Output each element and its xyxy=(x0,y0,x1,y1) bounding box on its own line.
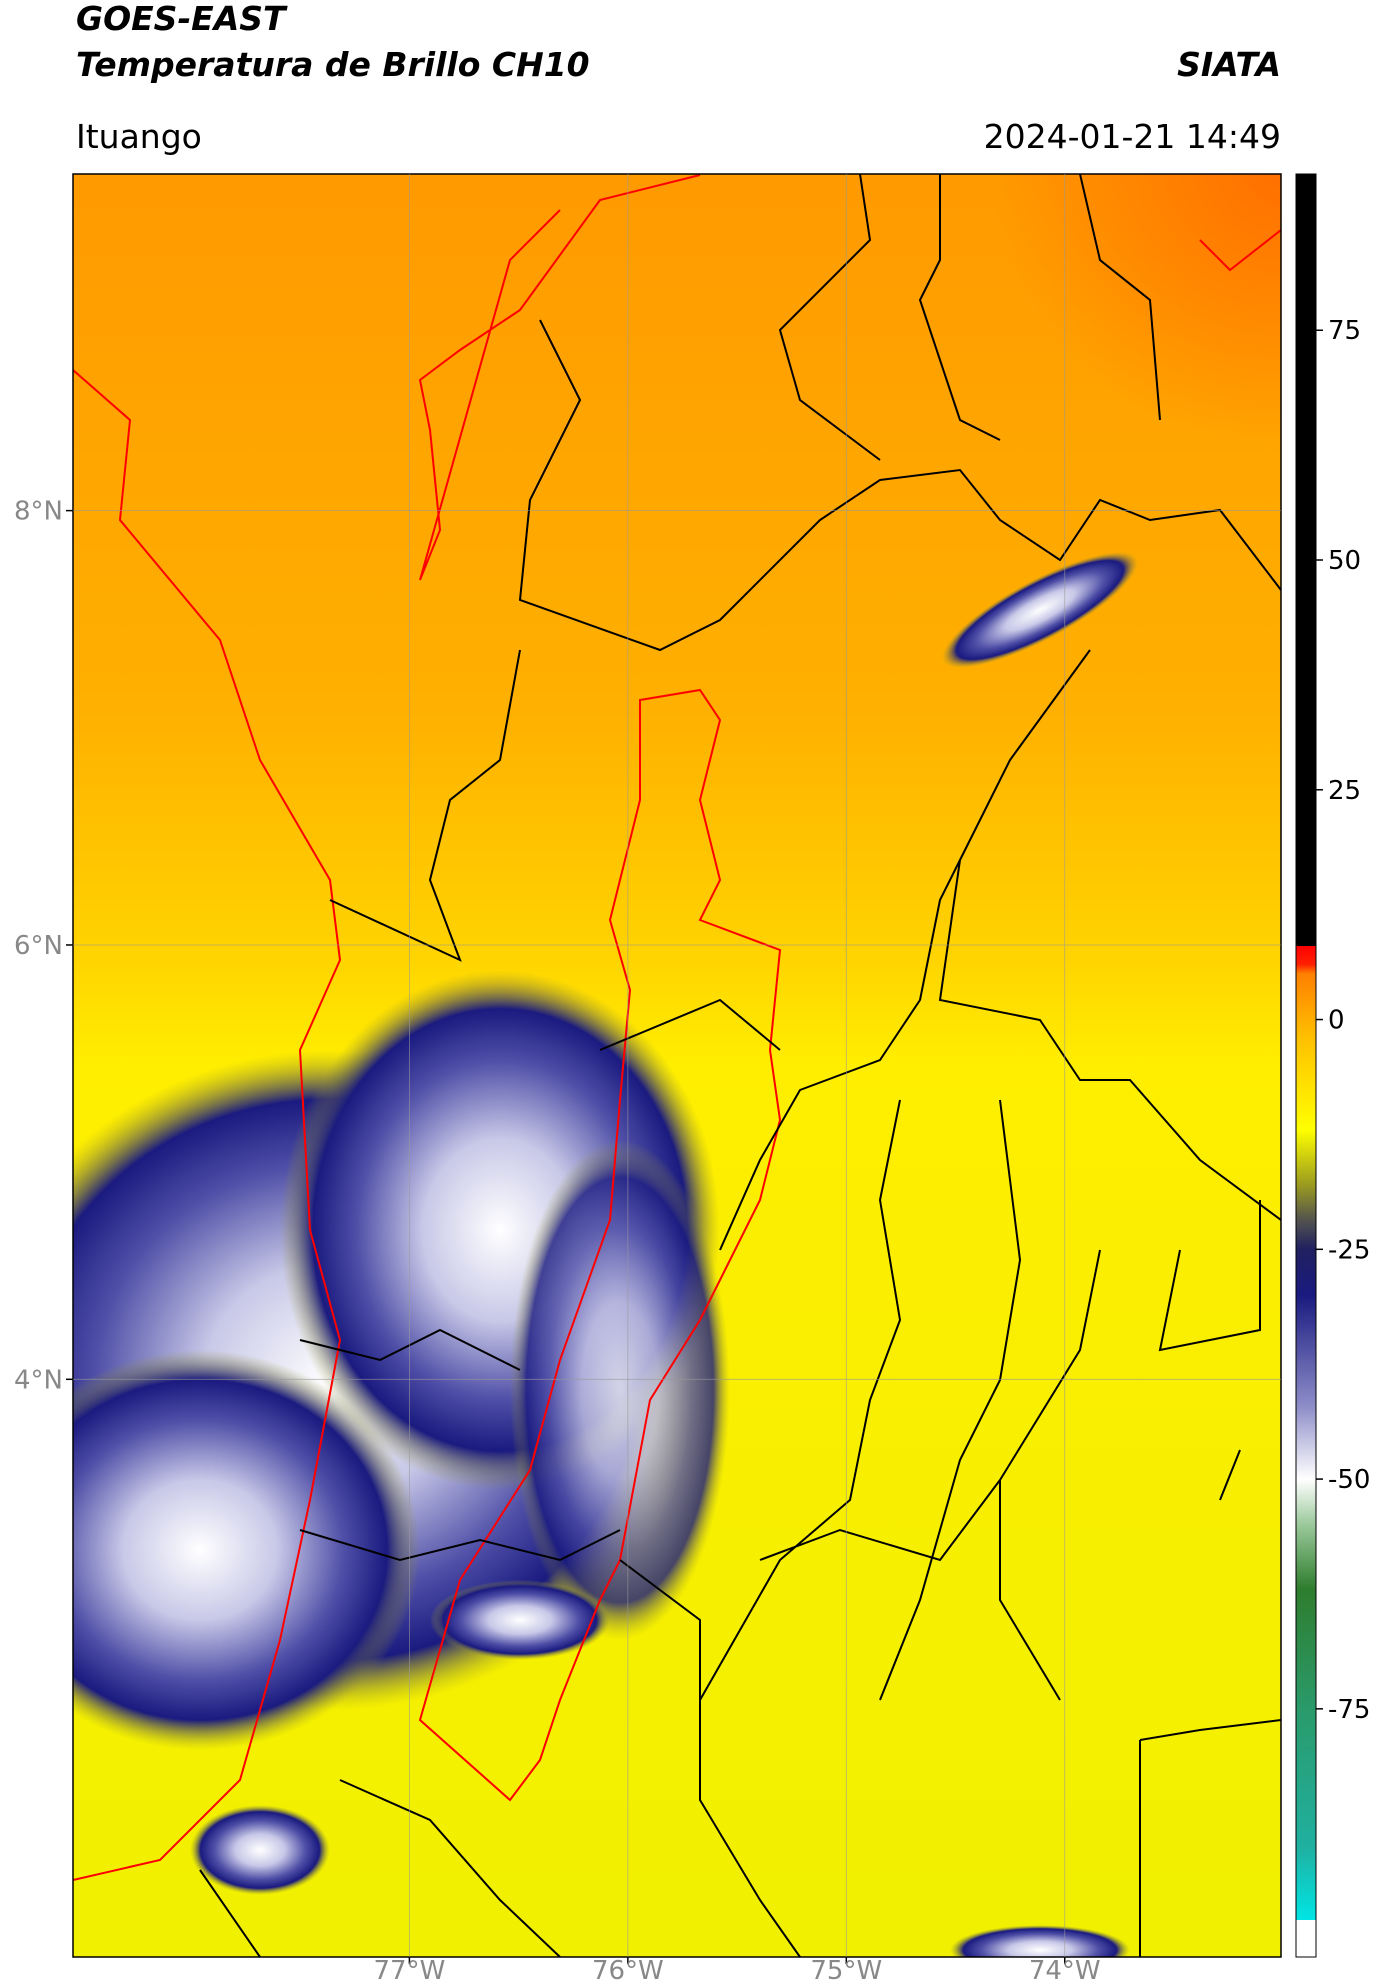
map-image xyxy=(73,174,1281,1957)
lon-tick-label: 76°W xyxy=(592,1956,664,1981)
lon-tick-label: 77°W xyxy=(374,1956,446,1981)
colorbar-tick-label: 50 xyxy=(1328,546,1361,576)
title: GOES-EAST xyxy=(76,0,288,38)
lat-tick-label: 6°N xyxy=(14,931,63,961)
datetime: 2024-01-21 14:49 xyxy=(984,117,1281,156)
colorbar-tick-label: -50 xyxy=(1328,1465,1370,1495)
map-frame xyxy=(72,173,1282,1958)
colorbar-tick-label: 0 xyxy=(1328,1006,1345,1036)
colorbar xyxy=(1296,174,1316,1957)
lon-tick-label: 75°W xyxy=(810,1956,882,1981)
lat-tick-label: 8°N xyxy=(14,497,63,527)
location: Ituango xyxy=(76,117,202,156)
subtitle: Temperatura de Brillo CH10 xyxy=(76,45,590,84)
colorbar-tick-label: 75 xyxy=(1328,316,1361,346)
colorbar-tick-label: -25 xyxy=(1328,1235,1370,1265)
brand: SIATA xyxy=(1177,45,1281,84)
lat-tick-label: 4°N xyxy=(14,1365,63,1395)
colorbar-tick-label: -75 xyxy=(1328,1695,1370,1725)
colorbar-frame xyxy=(1295,173,1317,1958)
colorbar-tick-label: 25 xyxy=(1328,776,1361,806)
lon-tick-label: 74°W xyxy=(1029,1956,1101,1981)
